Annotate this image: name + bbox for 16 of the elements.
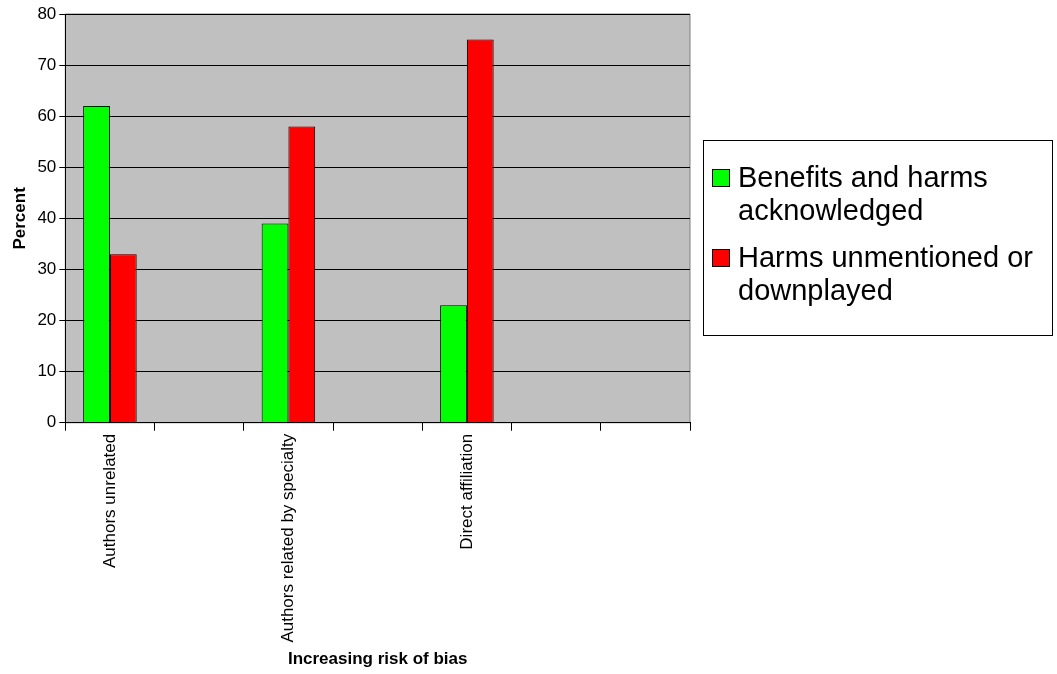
- y-tick-label: 10: [37, 361, 57, 381]
- y-tick-label: 0: [46, 412, 57, 432]
- legend-label: Benefits and harms acknowledged: [738, 161, 989, 227]
- y-tick-label: 60: [37, 105, 57, 125]
- y-tick-label: 80: [37, 3, 57, 23]
- y-tick-label: 30: [37, 259, 57, 279]
- y-tick-label: 70: [37, 54, 57, 74]
- x-tick-label: Direct affiliation: [456, 433, 476, 550]
- y-axis-title: Percent: [9, 186, 29, 250]
- y-tick-label: 50: [37, 156, 57, 176]
- x-tick-label: Authors related by specialty: [278, 433, 298, 643]
- legend-label: Harms unmentioned or downplayed: [738, 241, 1034, 307]
- y-tick-label: 40: [37, 208, 57, 228]
- x-tick-label: Authors unrelated: [99, 433, 119, 568]
- y-tick-label: 20: [37, 310, 57, 330]
- x-axis-title: Increasing risk of bias: [287, 649, 468, 669]
